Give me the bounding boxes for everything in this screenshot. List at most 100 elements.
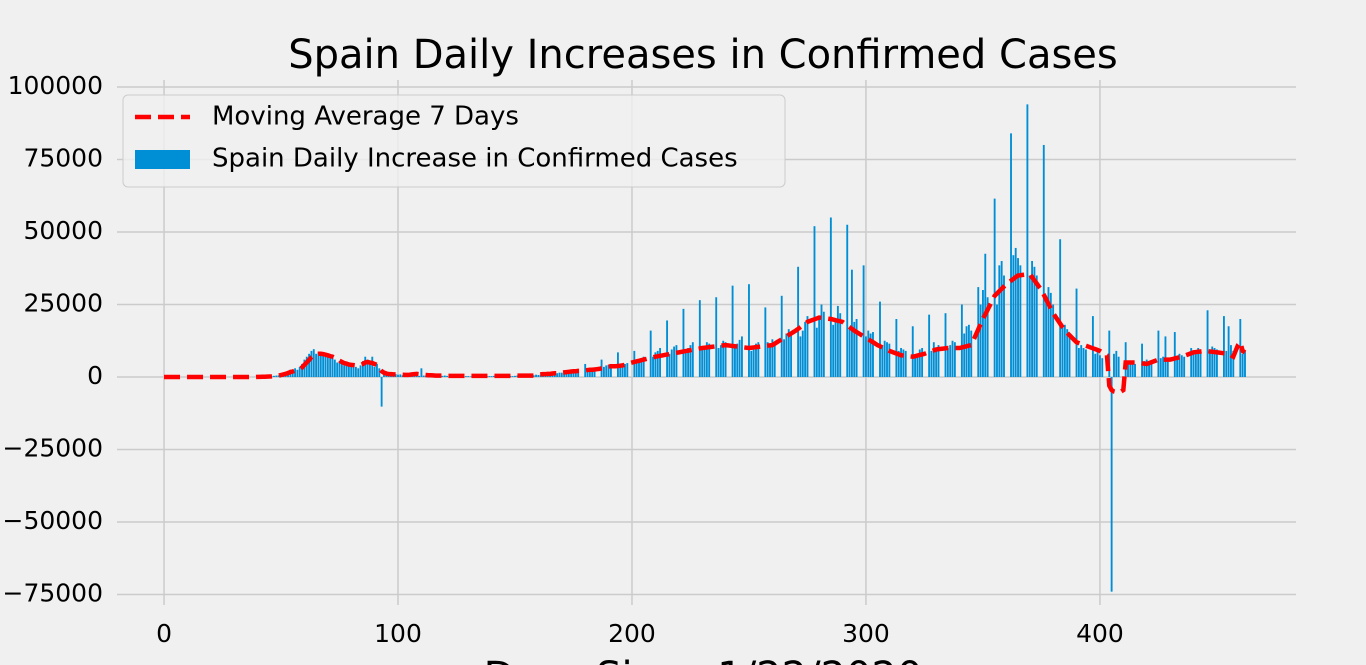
bar (902, 349, 905, 378)
bar (1113, 353, 1115, 378)
bar (1173, 332, 1176, 378)
bar (588, 368, 591, 378)
bar (422, 375, 425, 378)
bar (308, 353, 311, 378)
bar (397, 374, 399, 378)
bar (666, 320, 669, 378)
bar (736, 343, 739, 378)
bar (317, 353, 320, 378)
bar (804, 321, 807, 378)
bar (1101, 358, 1104, 378)
bar (1145, 359, 1148, 378)
bar (801, 330, 804, 378)
bar (1000, 260, 1003, 378)
bar (560, 372, 563, 378)
bar (1164, 336, 1167, 378)
bar (275, 375, 278, 378)
bar (914, 356, 917, 378)
bar (376, 363, 378, 378)
bar (916, 353, 919, 378)
bar (738, 339, 741, 378)
bar (1084, 349, 1087, 378)
bar (670, 349, 673, 378)
bar (619, 366, 622, 378)
bar (532, 375, 535, 378)
bar (298, 366, 301, 378)
bar (886, 342, 888, 378)
bar (722, 340, 725, 378)
x-tick-label: 0 (156, 619, 172, 648)
bar (1049, 292, 1052, 378)
bar (366, 359, 369, 378)
bar (277, 375, 280, 378)
bar (813, 226, 816, 378)
bar (881, 345, 884, 378)
bar (301, 363, 304, 378)
bar (1059, 239, 1062, 378)
bar (986, 297, 989, 378)
labels: −75000 −50000 −25000 0 25000 50000 75000 100000… (3, 71, 1124, 648)
bar (1222, 316, 1225, 378)
bar (373, 366, 376, 378)
bar (708, 343, 711, 378)
bar (638, 359, 640, 378)
bar (970, 330, 973, 378)
bar (836, 305, 839, 378)
bar (865, 336, 867, 378)
bar (364, 356, 367, 378)
bar (1010, 133, 1012, 378)
bar (780, 295, 783, 378)
bar (748, 284, 750, 378)
bar (960, 304, 963, 378)
bar (1232, 350, 1235, 378)
bar (567, 371, 570, 378)
bar (1131, 362, 1134, 378)
y-tick-label: −25000 (3, 434, 103, 463)
bar (820, 304, 823, 378)
bar (834, 319, 837, 378)
bar (514, 375, 516, 378)
bar (1157, 330, 1160, 378)
bar (361, 361, 364, 378)
bar (1159, 358, 1162, 378)
bar (799, 336, 802, 378)
bar (350, 365, 353, 378)
bar (790, 333, 793, 378)
bar (659, 348, 661, 378)
bar (818, 319, 821, 378)
bar (368, 362, 371, 378)
bar (326, 356, 329, 378)
legend-label: Moving Average 7 Days (212, 102, 519, 132)
bar (949, 345, 952, 378)
bar (967, 324, 970, 378)
bar (673, 346, 676, 378)
bar (982, 290, 984, 378)
bar (315, 353, 318, 378)
bar (357, 368, 360, 378)
bar (773, 342, 776, 378)
y-tick-label: 50000 (23, 216, 103, 245)
bar (757, 342, 760, 378)
legend: Moving Average 7 Days Spain Daily Increas… (122, 94, 786, 188)
bar (371, 356, 374, 378)
bar (1061, 327, 1064, 378)
bar (715, 297, 718, 378)
bar (420, 368, 423, 378)
bar (492, 375, 495, 378)
bar (291, 371, 294, 378)
bar (993, 198, 996, 378)
bar (329, 358, 332, 378)
bar (1134, 363, 1136, 378)
bar (570, 370, 573, 378)
bar (1166, 359, 1169, 378)
y-tick-label: −75000 (3, 579, 103, 608)
moving-average-line (164, 271, 1247, 395)
bar (624, 363, 626, 378)
bar (1162, 356, 1165, 378)
bar (1213, 348, 1216, 378)
bar (785, 333, 788, 378)
bar (333, 359, 336, 378)
bar (815, 327, 818, 378)
bar (605, 365, 608, 378)
bar (979, 304, 982, 378)
